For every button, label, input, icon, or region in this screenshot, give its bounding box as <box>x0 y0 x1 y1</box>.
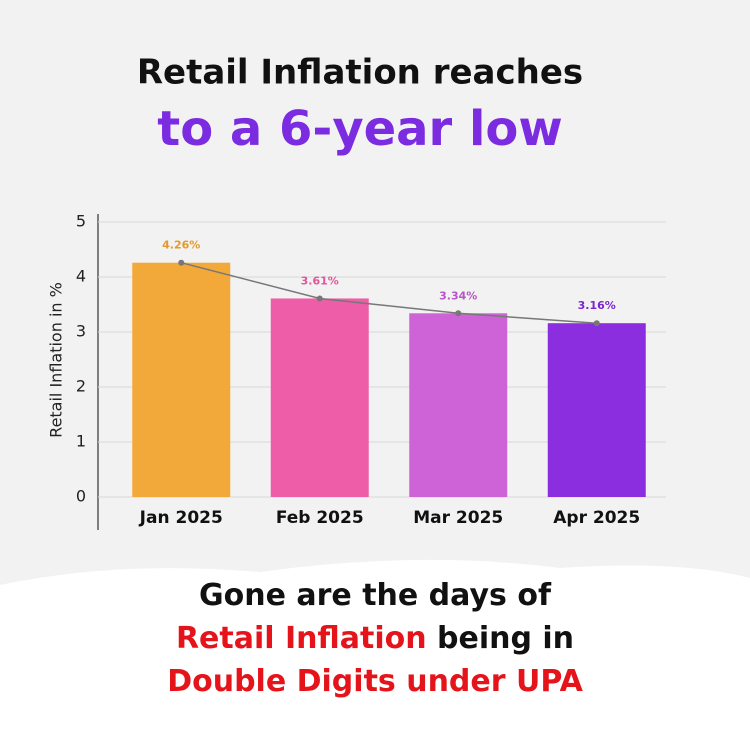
x-tick-label: Apr 2025 <box>553 508 640 528</box>
y-tick-label: 5 <box>76 212 86 231</box>
footer-text: Double Digits under UPA <box>167 664 583 699</box>
footer-line: Double Digits under UPA <box>167 664 583 699</box>
value-label: 3.61% <box>301 274 339 287</box>
footer-line: Retail Inflation being in <box>176 621 574 656</box>
x-tick-label: Mar 2025 <box>413 508 503 528</box>
bar <box>409 313 508 497</box>
y-tick-label: 0 <box>76 487 86 506</box>
bar <box>270 298 369 497</box>
y-tick-label: 3 <box>76 322 86 341</box>
y-tick-label: 1 <box>76 432 86 451</box>
chart-title: Retail Inflation reaches <box>137 53 583 93</box>
value-label: 3.34% <box>439 289 477 302</box>
footer-text: Gone are the days of <box>199 578 552 613</box>
bar <box>132 262 231 497</box>
footer-text: being in <box>427 621 574 656</box>
value-label: 4.26% <box>162 239 200 252</box>
brush-background <box>0 559 750 750</box>
y-tick-label: 2 <box>76 377 86 396</box>
value-label: 3.16% <box>578 299 616 312</box>
chart-subtitle: to a 6-year low <box>157 101 562 157</box>
footer-text: Retail Inflation <box>176 621 427 656</box>
y-axis-title: Retail Inflation in % <box>47 282 66 438</box>
y-tick-label: 4 <box>76 267 86 286</box>
trend-point <box>178 259 185 266</box>
trend-point <box>455 310 462 317</box>
trend-point <box>593 320 600 327</box>
trend-point <box>316 295 323 302</box>
x-tick-label: Jan 2025 <box>139 508 223 528</box>
trend-line <box>181 261 597 324</box>
footer: Gone are the days of Retail Inflation bei… <box>167 578 583 699</box>
bar <box>547 323 646 497</box>
footer-line: Gone are the days of <box>199 578 552 613</box>
x-tick-label: Feb 2025 <box>276 508 364 528</box>
